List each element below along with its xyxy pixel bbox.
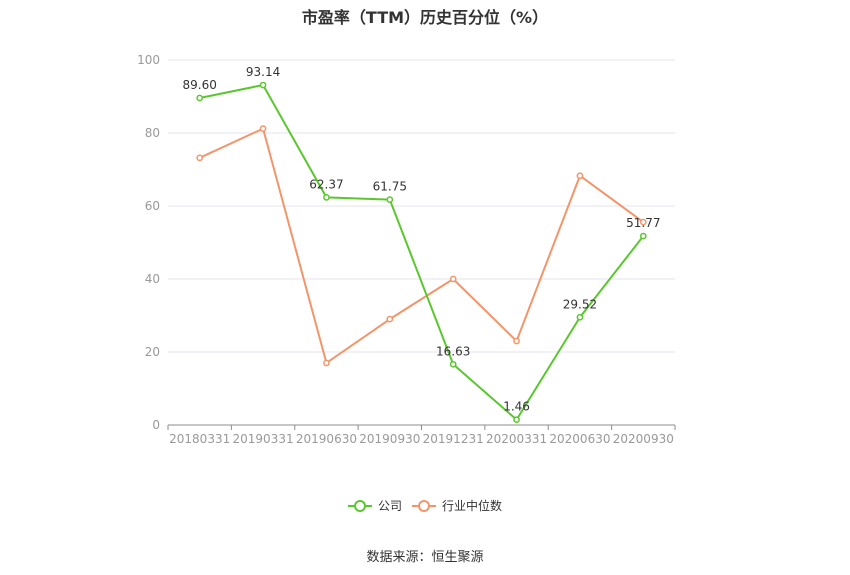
data-point — [513, 337, 520, 345]
data-label: 16.63 — [436, 344, 470, 358]
y-tick-label: 60 — [145, 199, 160, 213]
series-line-company — [199, 84, 645, 421]
data-point — [323, 359, 330, 367]
data-label: 62.37 — [309, 177, 343, 191]
x-tick-label: 20200930 — [613, 432, 674, 446]
legend-marker-company — [354, 500, 366, 512]
legend-label-company: 公司 — [378, 499, 402, 513]
y-tick-label: 20 — [145, 345, 160, 359]
data-point — [576, 313, 584, 321]
legend-marker-industry — [418, 500, 430, 512]
y-tick-label: 40 — [145, 272, 160, 286]
chart-title: 市盈率（TTM）历史百分位（%） — [301, 8, 549, 27]
data-label: 51.77 — [626, 216, 660, 230]
x-tick-label: 20200630 — [549, 432, 610, 446]
data-point — [259, 81, 267, 89]
data-point — [639, 232, 647, 240]
x-tick-label: 20180331 — [169, 432, 230, 446]
x-tick-label: 20191231 — [423, 432, 484, 446]
data-point — [639, 218, 647, 226]
data-point — [386, 196, 394, 203]
legend-label-industry: 行业中位数 — [442, 498, 502, 513]
data-source: 数据来源：恒生聚源 — [366, 550, 484, 565]
data-label: 89.60 — [183, 78, 217, 92]
data-label: 93.14 — [246, 65, 280, 79]
y-tick-label: 100 — [137, 53, 160, 67]
data-label: 61.75 — [373, 180, 407, 194]
data-point — [449, 275, 457, 283]
x-tick-label: 20190630 — [296, 432, 357, 446]
y-tick-label: 80 — [145, 126, 160, 140]
data-point — [196, 94, 204, 102]
data-point — [259, 125, 267, 132]
x-tick-label: 20190930 — [359, 432, 420, 446]
y-tick-label: 0 — [152, 418, 160, 432]
data-label: 29.52 — [563, 297, 597, 311]
data-point — [449, 360, 457, 368]
data-point — [513, 416, 520, 424]
data-label: 1.46 — [503, 400, 530, 414]
x-tick-label: 20200331 — [486, 432, 547, 446]
data-point — [576, 172, 584, 180]
x-tick-label: 20190331 — [233, 432, 294, 446]
data-point — [386, 315, 394, 323]
data-point — [196, 154, 204, 162]
data-point — [323, 193, 330, 201]
series-line-industry — [199, 127, 644, 364]
